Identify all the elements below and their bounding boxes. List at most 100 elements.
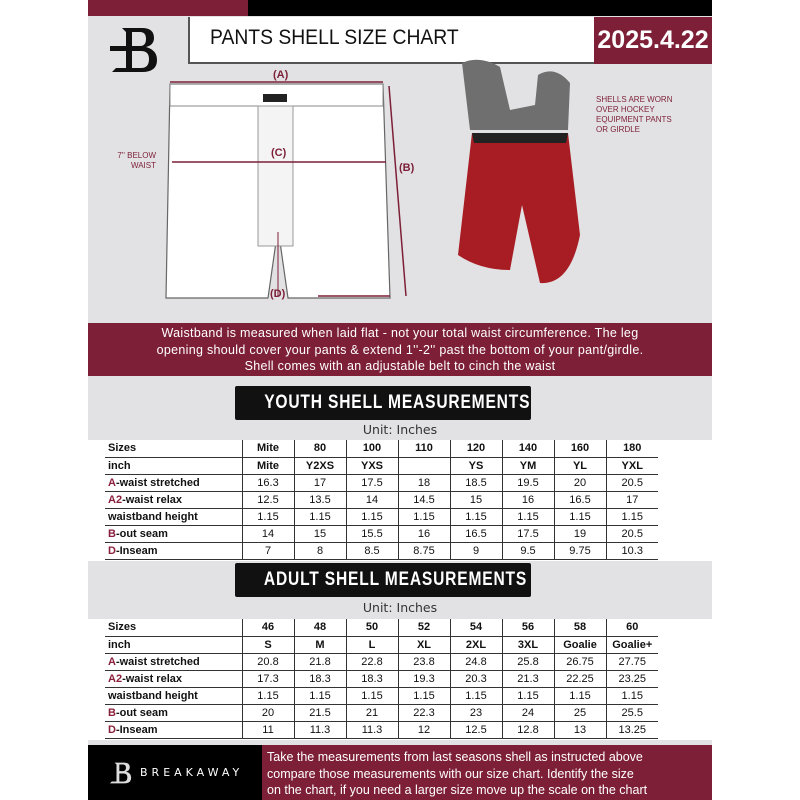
- brand-name: BREAKAWAY: [140, 766, 244, 779]
- table-cell: 48: [293, 619, 346, 637]
- table-cell: 20.5: [605, 474, 658, 492]
- note-line: OR GIRDLE: [596, 125, 641, 134]
- hockey-pants-photo: [458, 59, 580, 284]
- table-cell: 9.75: [553, 542, 606, 561]
- table-cell: 18.3: [345, 670, 398, 688]
- table-cell: 12.8: [501, 721, 554, 740]
- table-cell: 19.5: [501, 474, 554, 492]
- table-cell: XL: [397, 636, 450, 654]
- table-cell: 23.8: [397, 653, 450, 671]
- adult-unit: Unit: Inches: [362, 600, 438, 615]
- measure-name: Sizes: [108, 621, 137, 634]
- top-bar-black: [248, 0, 712, 16]
- footer-instructions: Take the measurements from last seasons …: [262, 745, 712, 800]
- table-cell: 180: [605, 440, 658, 458]
- adult-table: Sizes 46 48 50 52 54 56 58 60 inch S M L XL 2XL 3XL Goal…: [105, 619, 658, 740]
- table-cell: 1.15: [605, 508, 658, 526]
- table-cell: 19.3: [397, 670, 450, 688]
- table-cell: 1.15: [345, 687, 398, 705]
- measure-name: inch: [108, 638, 131, 651]
- table-cell: 17: [605, 491, 658, 509]
- youth-title-box: YOUTH SHELL MEASUREMENTS: [235, 386, 531, 420]
- table-cell: 27.75: [605, 653, 658, 671]
- table-cell: Goalie+: [605, 636, 658, 654]
- row-label: Sizes: [105, 440, 242, 458]
- table-cell: 20.3: [449, 670, 502, 688]
- table-cell: 16: [501, 491, 554, 509]
- table-cell: YS: [449, 457, 502, 475]
- table-cell: 1.15: [501, 508, 554, 526]
- table-cell: 1.15: [241, 687, 294, 705]
- table-cell: 120: [449, 440, 502, 458]
- table-cell: 17.3: [241, 670, 294, 688]
- table-cell: 11.3: [345, 721, 398, 740]
- table-row: A-waist stretched 20.8 21.8 22.8 23.8 24.8 25.…: [105, 653, 658, 671]
- table-cell: YL: [553, 457, 606, 475]
- table-cell: 22.3: [397, 704, 450, 723]
- table-cell: 25.8: [501, 653, 554, 671]
- measure-name: -out seam: [115, 707, 168, 720]
- youth-title: YOUTH SHELL MEASUREMENTS: [264, 392, 531, 413]
- table-row: A2-waist relax 12.5 13.5 14 14.5 15 16 16.5 17: [105, 491, 658, 509]
- table-cell: 11.3: [293, 721, 346, 740]
- table-cell: L: [345, 636, 398, 654]
- table-cell: 12: [397, 721, 450, 740]
- table-cell: 100: [345, 440, 398, 458]
- breakaway-logo-icon: [110, 28, 157, 72]
- table-cell: 16.5: [449, 525, 502, 544]
- table-cell: 22.8: [345, 653, 398, 671]
- note-line: WAIST: [130, 161, 156, 170]
- note-line: EQUIPMENT PANTS: [596, 115, 672, 124]
- adult-title-box: ADULT SHELL MEASUREMENTS: [235, 563, 531, 597]
- table-cell: 18.3: [293, 670, 346, 688]
- table-row: A-waist stretched 16.3 17 17.5 18 18.5 19.5 20 2…: [105, 474, 658, 492]
- label-d: (D): [270, 288, 286, 300]
- table-cell: 22.25: [553, 670, 606, 688]
- table-row: waistband height 1.15 1.15 1.15 1.15 1.15 1.15…: [105, 508, 658, 526]
- table-cell: 8.5: [345, 542, 398, 561]
- table-cell: 1.15: [449, 508, 502, 526]
- table-cell: 24.8: [449, 653, 502, 671]
- table-cell: 17.5: [345, 474, 398, 492]
- shorts-diagram: [165, 81, 407, 299]
- measure-name: waistband height: [108, 689, 198, 702]
- table-cell: 12.5: [241, 491, 294, 509]
- table-cell: 21.3: [501, 670, 554, 688]
- table-cell: 20.5: [605, 525, 658, 544]
- measure-letter: D: [108, 545, 116, 558]
- table-cell: 15.5: [345, 525, 398, 544]
- info-banner: Waistband is measured when laid flat - n…: [88, 323, 712, 376]
- table-cell: 10.3: [605, 542, 658, 561]
- table-cell: Goalie: [553, 636, 606, 654]
- measure-name: -waist stretched: [115, 655, 200, 668]
- note-line: SHELLS ARE WORN: [596, 95, 673, 104]
- table-cell: 16: [397, 525, 450, 544]
- measure-letter: A: [108, 476, 116, 489]
- label-a: (A): [273, 69, 289, 81]
- row-label: inch: [105, 636, 242, 654]
- table-cell: 1.15: [449, 687, 502, 705]
- table-cell: 1.15: [553, 508, 606, 526]
- table-cell: 20: [241, 704, 294, 723]
- table-cell: 1.15: [605, 687, 658, 705]
- row-label: A2-waist relax: [105, 491, 242, 509]
- table-cell: [397, 457, 450, 475]
- row-label: waistband height: [105, 508, 242, 526]
- footer-brand: BREAKAWAY: [88, 745, 262, 800]
- table-cell: 2XL: [449, 636, 502, 654]
- table-cell: 60: [605, 619, 658, 637]
- measure-name: waistband height: [108, 510, 198, 523]
- shells-note: SHELLS ARE WORN OVER HOCKEY EQUIPMENT PA…: [596, 95, 672, 135]
- table-cell: 13.5: [293, 491, 346, 509]
- row-label: Sizes: [105, 619, 242, 637]
- table-cell: S: [241, 636, 294, 654]
- table-cell: 21: [345, 704, 398, 723]
- table-row: D-Inseam 7 8 8.5 8.75 9 9.5 9.75 10.3: [105, 542, 658, 561]
- footer-line: compare those measurements with our size…: [267, 766, 634, 781]
- table-cell: 1.15: [397, 687, 450, 705]
- table-cell: 23.25: [605, 670, 658, 688]
- footer-line: Take the measurements from last seasons …: [267, 750, 643, 764]
- table-cell: 52: [397, 619, 450, 637]
- table-cell: 25: [553, 704, 606, 723]
- table-row: waistband height 1.15 1.15 1.15 1.15 1.15 1.15…: [105, 687, 658, 705]
